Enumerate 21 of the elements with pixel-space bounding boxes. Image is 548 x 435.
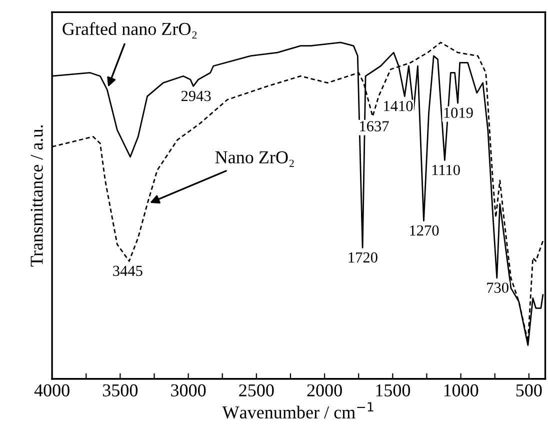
x-tick-label: 2500 (239, 384, 274, 396)
annotation: 2943 (181, 90, 211, 102)
annotation: 1720 (348, 252, 378, 263)
x-tick-label: 3000 (171, 384, 206, 396)
x-tick-label: 1500 (376, 384, 410, 396)
x-tick-label: 2000 (307, 384, 342, 396)
x-tick-label: 4000 (34, 384, 70, 396)
annotation: 1637 (360, 121, 389, 132)
x-tick-label: 500 (516, 384, 542, 396)
annotation: 730 (487, 282, 508, 293)
x-tick-label: 1000 (444, 384, 478, 396)
x-tick-label: 3500 (102, 384, 138, 396)
series-label: Nano ZrO₂ (215, 151, 294, 167)
y-axis-title: Transmittance / a.u. (30, 125, 43, 267)
annotation: 1410 (384, 100, 413, 112)
annotation: 3445 (113, 266, 142, 276)
annotation: 1110 (432, 164, 460, 176)
x-axis-title: Wavenumber / cm$^{−1}$ (222, 402, 374, 419)
series-label: Grafted nano ZrO₂ (62, 22, 197, 39)
annotation: 1270 (410, 225, 439, 236)
annotation: 1019 (444, 108, 473, 118)
